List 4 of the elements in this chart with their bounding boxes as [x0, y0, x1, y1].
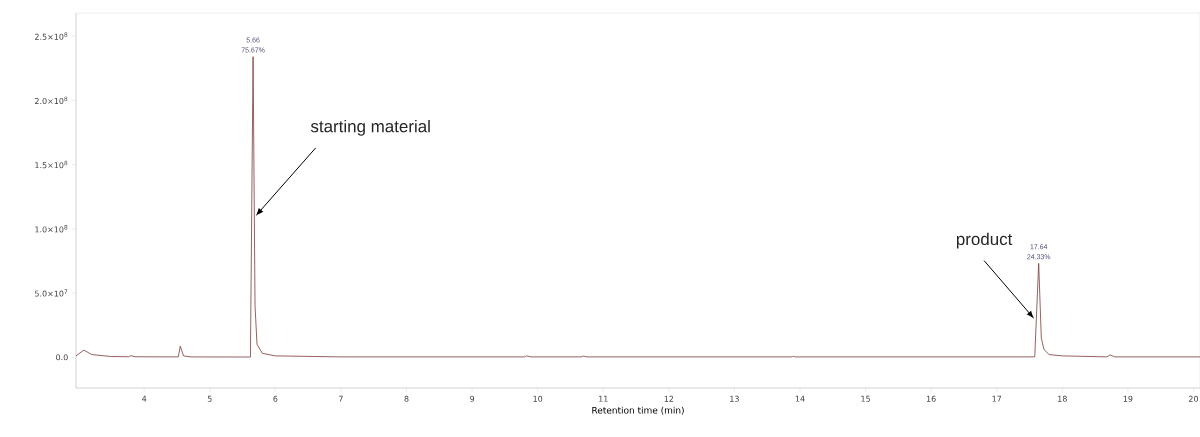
annotation: product	[956, 232, 1013, 249]
x-axis-title: Retention time (min)	[592, 406, 684, 415]
annotation: starting material	[310, 119, 430, 136]
line-series	[75, 56, 1200, 358]
